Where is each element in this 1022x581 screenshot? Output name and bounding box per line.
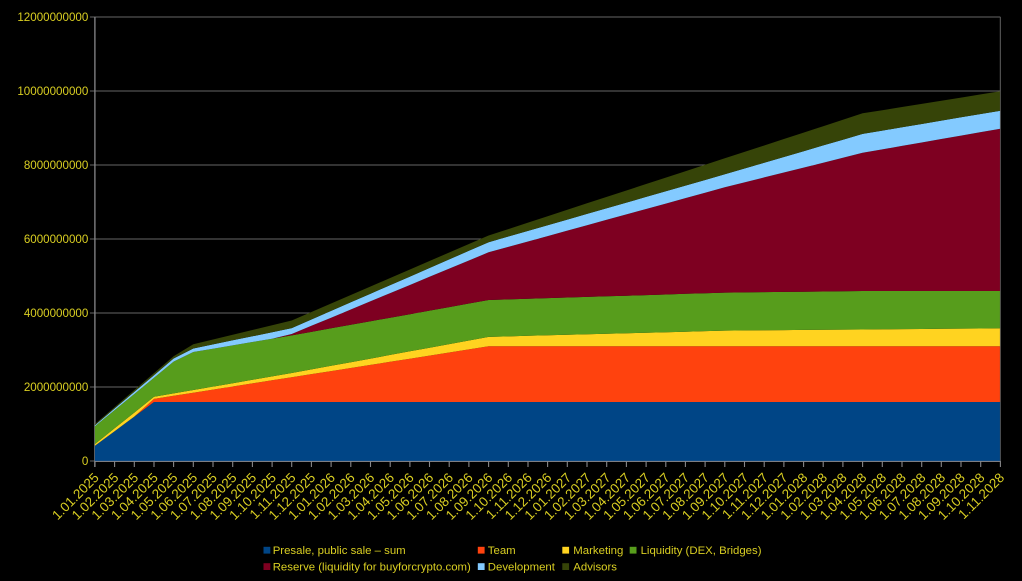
svg-text:2000000000: 2000000000: [24, 381, 88, 394]
svg-text:10000000000: 10000000000: [17, 85, 88, 98]
svg-text:8000000000: 8000000000: [24, 159, 88, 172]
svg-text:4000000000: 4000000000: [24, 307, 88, 320]
svg-text:Liquidity (DEX, Bridges): Liquidity (DEX, Bridges): [641, 545, 762, 557]
svg-text:Development: Development: [488, 562, 556, 574]
svg-text:12000000000: 12000000000: [17, 11, 88, 24]
svg-text:Reserve (liquidity for buyforc: Reserve (liquidity for buyforcrypto.com): [273, 562, 471, 574]
svg-text:Team: Team: [488, 545, 516, 557]
svg-text:6000000000: 6000000000: [24, 233, 88, 246]
svg-text:Advisors: Advisors: [573, 562, 617, 574]
svg-text:Marketing: Marketing: [573, 545, 623, 557]
svg-text:0: 0: [82, 455, 88, 468]
svg-text:Presale, public sale – sum: Presale, public sale – sum: [273, 545, 406, 557]
